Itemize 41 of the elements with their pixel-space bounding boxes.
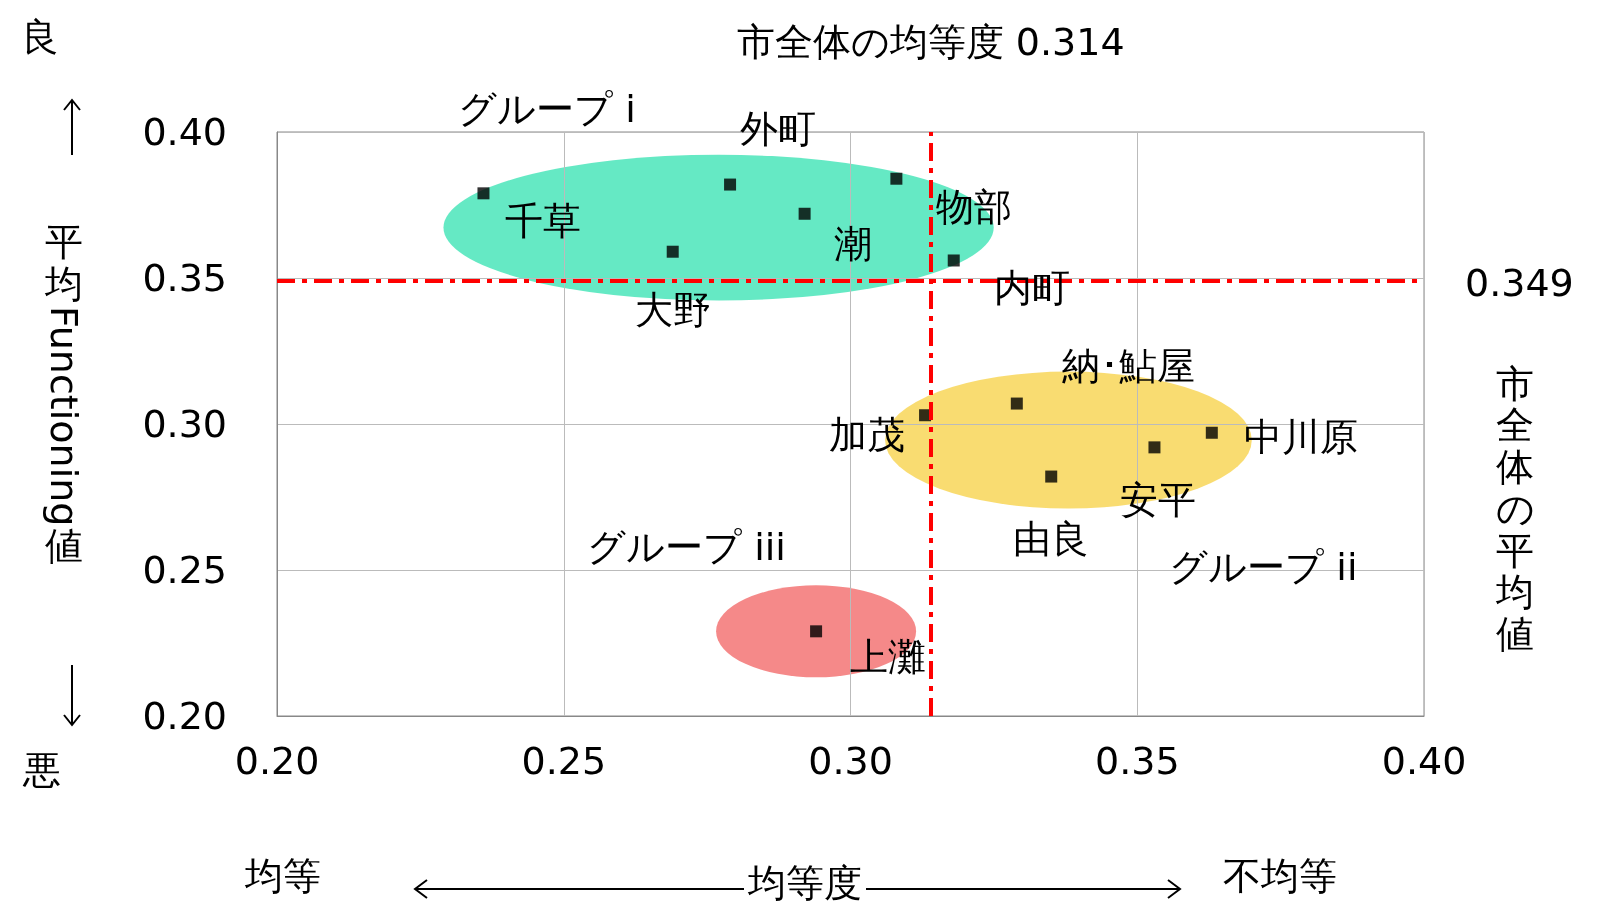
point bbox=[1045, 470, 1058, 483]
text: 悪 bbox=[23, 748, 61, 792]
point bbox=[666, 245, 679, 258]
ref-line-label: 市全体の均等度 0.314 bbox=[736, 20, 1125, 64]
ref-line-label: 0.349 bbox=[1465, 260, 1574, 305]
annotation: 潮 bbox=[833, 221, 872, 266]
y-tick-label: 0.25 bbox=[142, 548, 227, 592]
annotation: 由良 bbox=[1013, 516, 1090, 561]
point bbox=[477, 187, 490, 200]
annotation: 物部 bbox=[936, 184, 1013, 229]
text: グループ ii bbox=[1169, 544, 1358, 589]
series-label: グループ i bbox=[458, 86, 636, 131]
point bbox=[1010, 397, 1023, 410]
point bbox=[724, 178, 737, 191]
point bbox=[798, 207, 811, 220]
annotation: 大野 bbox=[634, 287, 711, 332]
point bbox=[810, 625, 823, 638]
y-axis-title: 平均Functioning値 bbox=[42, 220, 86, 568]
annotation: 外町 bbox=[740, 106, 817, 151]
series-label: グループ iii bbox=[587, 525, 786, 570]
x-axis-title: 均等度 bbox=[748, 861, 862, 905]
y-tick-label: 0.20 bbox=[142, 694, 227, 738]
text: 市全体の平均値 bbox=[1495, 361, 1535, 657]
y-tick-label: 0.30 bbox=[142, 402, 227, 446]
annotation: 上灘 bbox=[850, 635, 927, 680]
x-tick-label: 0.20 bbox=[234, 739, 320, 783]
annotation: 千草 bbox=[505, 199, 582, 244]
x-tick-label: 0.40 bbox=[1381, 739, 1467, 783]
point bbox=[1205, 426, 1218, 439]
annotation: 加茂 bbox=[829, 413, 906, 458]
text: 不均等 bbox=[1223, 854, 1337, 898]
point bbox=[947, 254, 960, 267]
x-tick-label: 0.30 bbox=[808, 739, 893, 783]
text: 均等 bbox=[245, 854, 321, 898]
x-tick-label: 0.25 bbox=[521, 739, 607, 783]
point bbox=[890, 172, 903, 185]
text: 良 bbox=[21, 15, 59, 59]
y-tick-label: 0.35 bbox=[142, 256, 227, 300]
point bbox=[1148, 441, 1161, 454]
x-tick-label: 0.35 bbox=[1094, 739, 1180, 783]
y-tick-label: 0.40 bbox=[142, 110, 227, 154]
